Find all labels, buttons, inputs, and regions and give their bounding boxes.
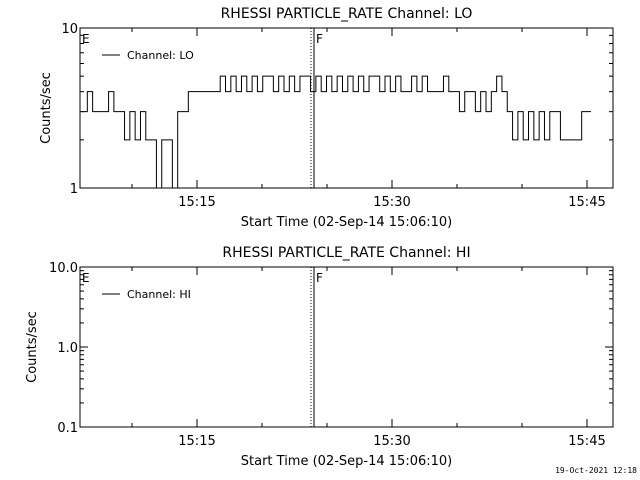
panel1-boundary-label: F [316,32,323,46]
panel2-x-tick-label: 15:15 [178,434,215,449]
panel2-title: RHESSI PARTICLE_RATE Channel: HI [222,245,470,261]
panel1-x-tick-label: 15:15 [178,195,215,210]
panel2-y-tick-label: 1.0 [57,341,78,356]
panel2-x-tick-label: 15:30 [373,434,410,449]
panel2-x-tick-label: 15:45 [568,434,605,449]
panel1-y-axis-label: Counts/sec [39,72,54,144]
panel1-series-line [82,75,591,189]
panel2-y-tick-label: 10.0 [49,261,78,276]
panel1-frame [79,27,614,189]
panel2-boundary-label: E [82,271,90,285]
panel1-boundary-label: E [82,32,90,46]
footer-timestamp: 19-Oct-2021 12:18 [555,466,637,475]
panel2-legend-label: Channel: HI [127,288,191,301]
panel1-x-axis-label: Start Time (02-Sep-14 15:06:10) [241,215,452,230]
panel1-legend-label: Channel: LO [127,49,194,62]
panel1-x-tick-label: 15:30 [373,195,410,210]
panel1-title: RHESSI PARTICLE_RATE Channel: LO [221,6,473,22]
panel2-y-axis-label: Counts/sec [25,311,40,383]
panel2-x-axis-label: Start Time (02-Sep-14 15:06:10) [241,454,452,469]
panel1-y-tick-label: 10 [61,22,78,37]
panel1-y-tick-label: 1 [70,182,78,197]
panel1-x-tick-label: 15:45 [568,195,605,210]
panel2-boundary-label: F [316,271,323,285]
panel2-y-tick-label: 0.1 [57,421,78,436]
